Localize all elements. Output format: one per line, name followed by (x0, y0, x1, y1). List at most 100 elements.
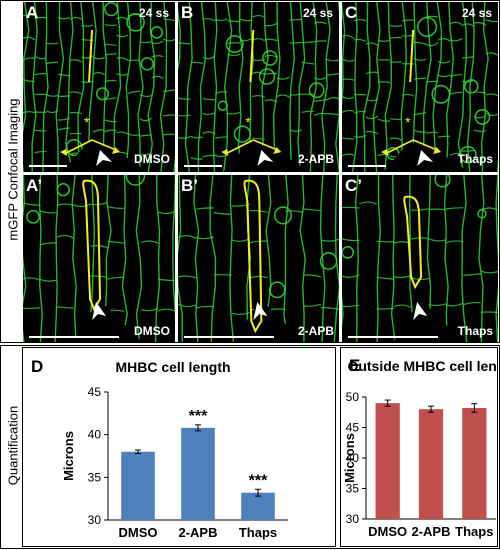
quantification-side-label: Quantification (6, 400, 21, 492)
cell-membrane (72, 175, 76, 342)
bar (376, 403, 400, 519)
cell-membrane (353, 2, 358, 172)
y-tick-label: 30 (88, 513, 102, 527)
cell-membrane (230, 175, 234, 342)
cell-membrane (40, 175, 43, 342)
asterisk-marker: * (405, 114, 411, 130)
category-label: 2-APB (178, 525, 217, 540)
somite-stage-label: 24 ss (462, 6, 492, 20)
cell-membrane (32, 2, 37, 172)
cell-membrane (290, 2, 294, 172)
cell-membrane (178, 175, 182, 342)
cell-membrane (194, 175, 199, 342)
cell-membrane (377, 175, 380, 342)
category-label: Thaps (455, 524, 493, 539)
cell-membrane (55, 175, 58, 342)
cell-membrane (122, 175, 127, 342)
bar (121, 452, 155, 520)
cell-membrane (174, 2, 175, 172)
cell-membrane (496, 175, 498, 342)
micrograph-image: * (23, 2, 175, 172)
cell-membrane (274, 2, 280, 172)
asterisk-marker: * (245, 114, 251, 130)
bar (181, 428, 215, 520)
cell-membrane (224, 2, 232, 172)
condition-label: Thaps (458, 324, 493, 338)
panel-letter: A (26, 3, 38, 23)
cell-membrane (23, 175, 26, 342)
cell-membrane (479, 175, 484, 342)
cell-membrane (43, 2, 48, 172)
cell-membrane (392, 175, 395, 342)
asterisk-marker: * (84, 114, 90, 130)
bar (462, 408, 486, 519)
cell-membrane (300, 175, 305, 342)
y-tick-label: 35 (88, 470, 102, 484)
micrograph-panel-2: * B 24 ss 2-APB (178, 2, 339, 172)
cell-membrane (161, 2, 167, 172)
cell-membrane (482, 2, 489, 172)
cell-membrane (210, 175, 215, 342)
panel-letter: B’ (181, 176, 198, 196)
micrograph-panel-4: A’DMSO (23, 175, 175, 342)
category-label: DMSO (368, 524, 407, 539)
y-axis-label: Microns (61, 431, 76, 481)
condition-label: 2-APB (298, 324, 334, 338)
chart-title: MHBC cell length (115, 359, 230, 375)
chart-title: Outside MHBC cell length (347, 358, 498, 374)
cell-membrane (342, 175, 343, 342)
cell-membrane (462, 175, 467, 342)
panel-letter: C (345, 3, 357, 23)
y-tick-label: 45 (88, 385, 102, 399)
micrograph-image: * (342, 2, 498, 172)
imaging-side-label: mGFP Confocal Imaging (6, 95, 21, 245)
cell-membrane (213, 2, 216, 172)
cell-membrane (342, 2, 345, 172)
cell-membrane (198, 2, 205, 172)
chart-d-box: D MHBC cell length 30 35 40 45 Microns DMSO *** 2… (22, 347, 336, 547)
micrograph-image (178, 175, 339, 342)
y-axis-label: Microns (342, 433, 357, 483)
cell-membrane (446, 2, 453, 172)
panel-letter: C’ (345, 176, 362, 196)
micrograph-panel-5: B’ 2-APB (178, 175, 339, 342)
cell-membrane (336, 2, 339, 172)
condition-label: 2-APB (298, 152, 334, 166)
panel-letter: B (181, 3, 193, 23)
significance-label: *** (189, 408, 208, 425)
panel-letter: D (31, 357, 43, 376)
micrograph-panel-3: * C 24 ss Thaps (342, 2, 498, 172)
cell-membrane (23, 2, 29, 172)
cell-membrane (298, 2, 305, 172)
category-label: DMSO (119, 525, 158, 540)
chart-e-ylabel-svg: Microns (341, 347, 361, 547)
micrograph-image (342, 175, 498, 342)
somite-stage-label: 24 ss (139, 6, 169, 20)
category-label: 2-APB (411, 524, 450, 539)
cell-membrane (356, 175, 359, 342)
cell-membrane (373, 2, 380, 172)
micrograph-image: * (178, 2, 339, 172)
condition-label: DMSO (134, 152, 170, 166)
chart-d-svg: D MHBC cell length 30 35 40 45 Microns DMSO *** 2… (23, 348, 335, 546)
y-tick-label: 40 (88, 428, 102, 442)
micrograph-image (23, 175, 175, 342)
panel-letter: A’ (26, 176, 42, 196)
micrograph-panel-1: * A 24 ss DMSO (23, 2, 175, 172)
cell-membrane (136, 175, 141, 342)
cell-membrane (445, 175, 449, 342)
cell-membrane (284, 175, 288, 342)
cell-membrane (186, 2, 193, 172)
micrograph-panel-6: C’ Thaps (342, 175, 498, 342)
cell-membrane (173, 175, 175, 342)
somite-stage-label: 24 ss (303, 6, 333, 20)
cell-membrane (56, 2, 63, 172)
cell-membrane (385, 2, 391, 172)
cell-membrane (310, 2, 316, 172)
cell-membrane (364, 2, 370, 172)
condition-label: Thaps (458, 152, 493, 166)
category-label: Thaps (239, 525, 277, 540)
bar (419, 409, 443, 519)
